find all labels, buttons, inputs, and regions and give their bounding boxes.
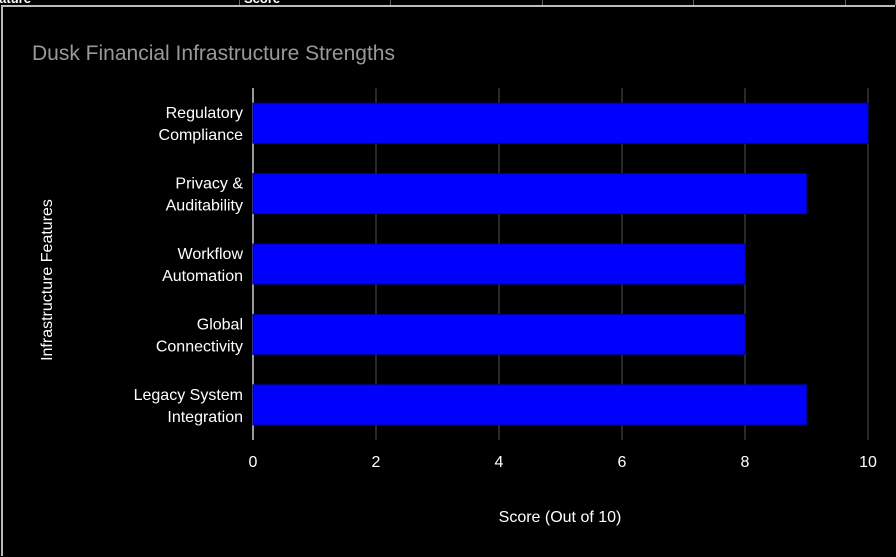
column-header[interactable] (543, 0, 694, 5)
bar (252, 173, 807, 215)
y-tick-label: Integration (167, 409, 243, 426)
y-tick-label: Auditability (166, 198, 243, 215)
bar (252, 102, 869, 144)
column-header[interactable]: Score (240, 0, 391, 6)
x-tick-label: 8 (741, 454, 750, 471)
x-tick-label: 2 (372, 454, 381, 471)
x-tick-label: 4 (495, 454, 504, 471)
y-tick-label: Compliance (159, 127, 244, 144)
y-tick-label: Automation (162, 268, 243, 285)
y-axis-label: Infrastructure Features (39, 199, 56, 361)
bar (252, 384, 807, 426)
y-tick-label: Privacy & (175, 176, 243, 193)
x-tick-label: 10 (859, 454, 877, 471)
bar (252, 313, 746, 355)
column-header[interactable] (694, 0, 846, 5)
y-tick-label: Connectivity (156, 338, 243, 355)
x-tick-label: 0 (249, 454, 258, 471)
column-header[interactable] (391, 0, 543, 5)
x-tick-label: 6 (618, 454, 627, 471)
x-axis-label: Score (Out of 10) (499, 509, 622, 526)
chart-title: Dusk Financial Infrastructure Strengths (32, 42, 395, 65)
bar (252, 243, 746, 285)
y-tick-label: Regulatory (166, 105, 243, 122)
y-tick-label: Workflow (178, 246, 244, 263)
y-tick-label: Global (197, 316, 243, 333)
column-header[interactable]: Feature (0, 0, 240, 6)
y-tick-label: Legacy System (134, 387, 243, 404)
